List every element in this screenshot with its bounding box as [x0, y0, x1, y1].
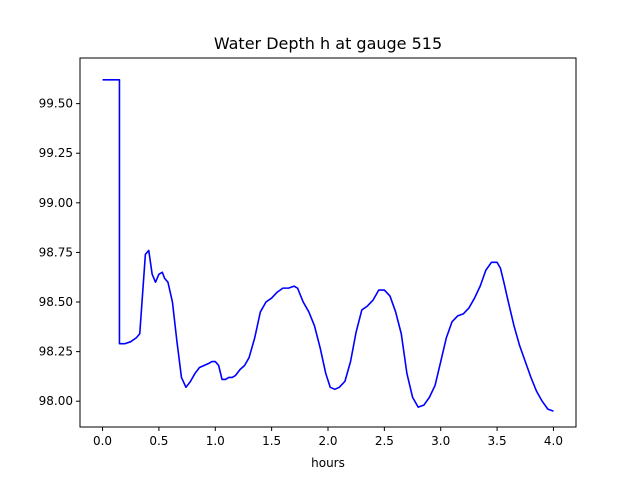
x-tick-label: 3.5: [488, 434, 507, 448]
y-tick-label: 99.25: [39, 146, 73, 160]
series-line-0: [102, 79, 554, 412]
series-layer: [102, 79, 554, 412]
x-axis-label: hours: [311, 456, 345, 470]
x-tick-label: 0.0: [93, 434, 112, 448]
x-tick-label: 1.5: [262, 434, 281, 448]
y-tick-label: 99.00: [39, 196, 73, 210]
y-tick-label: 98.50: [39, 295, 73, 309]
chart-title: Water Depth h at gauge 515: [214, 34, 442, 53]
y-tick-label: 98.25: [39, 345, 73, 359]
x-tick-label: 2.0: [318, 434, 337, 448]
y-axis-ticks: 98.00 98.25 98.50 98.75 99.00 99.25 99.50: [39, 97, 80, 408]
y-tick-label: 98.75: [39, 245, 73, 259]
x-axis-ticks: 0.0 0.5 1.0 1.5 2.0 2.5 3.0 3.5 4.0: [93, 427, 563, 448]
y-tick-label: 99.50: [39, 97, 73, 111]
x-tick-label: 1.0: [206, 434, 225, 448]
x-tick-label: 0.5: [149, 434, 168, 448]
x-tick-label: 4.0: [544, 434, 563, 448]
x-tick-label: 3.0: [431, 434, 450, 448]
x-tick-label: 2.5: [375, 434, 394, 448]
y-tick-label: 98.00: [39, 394, 73, 408]
